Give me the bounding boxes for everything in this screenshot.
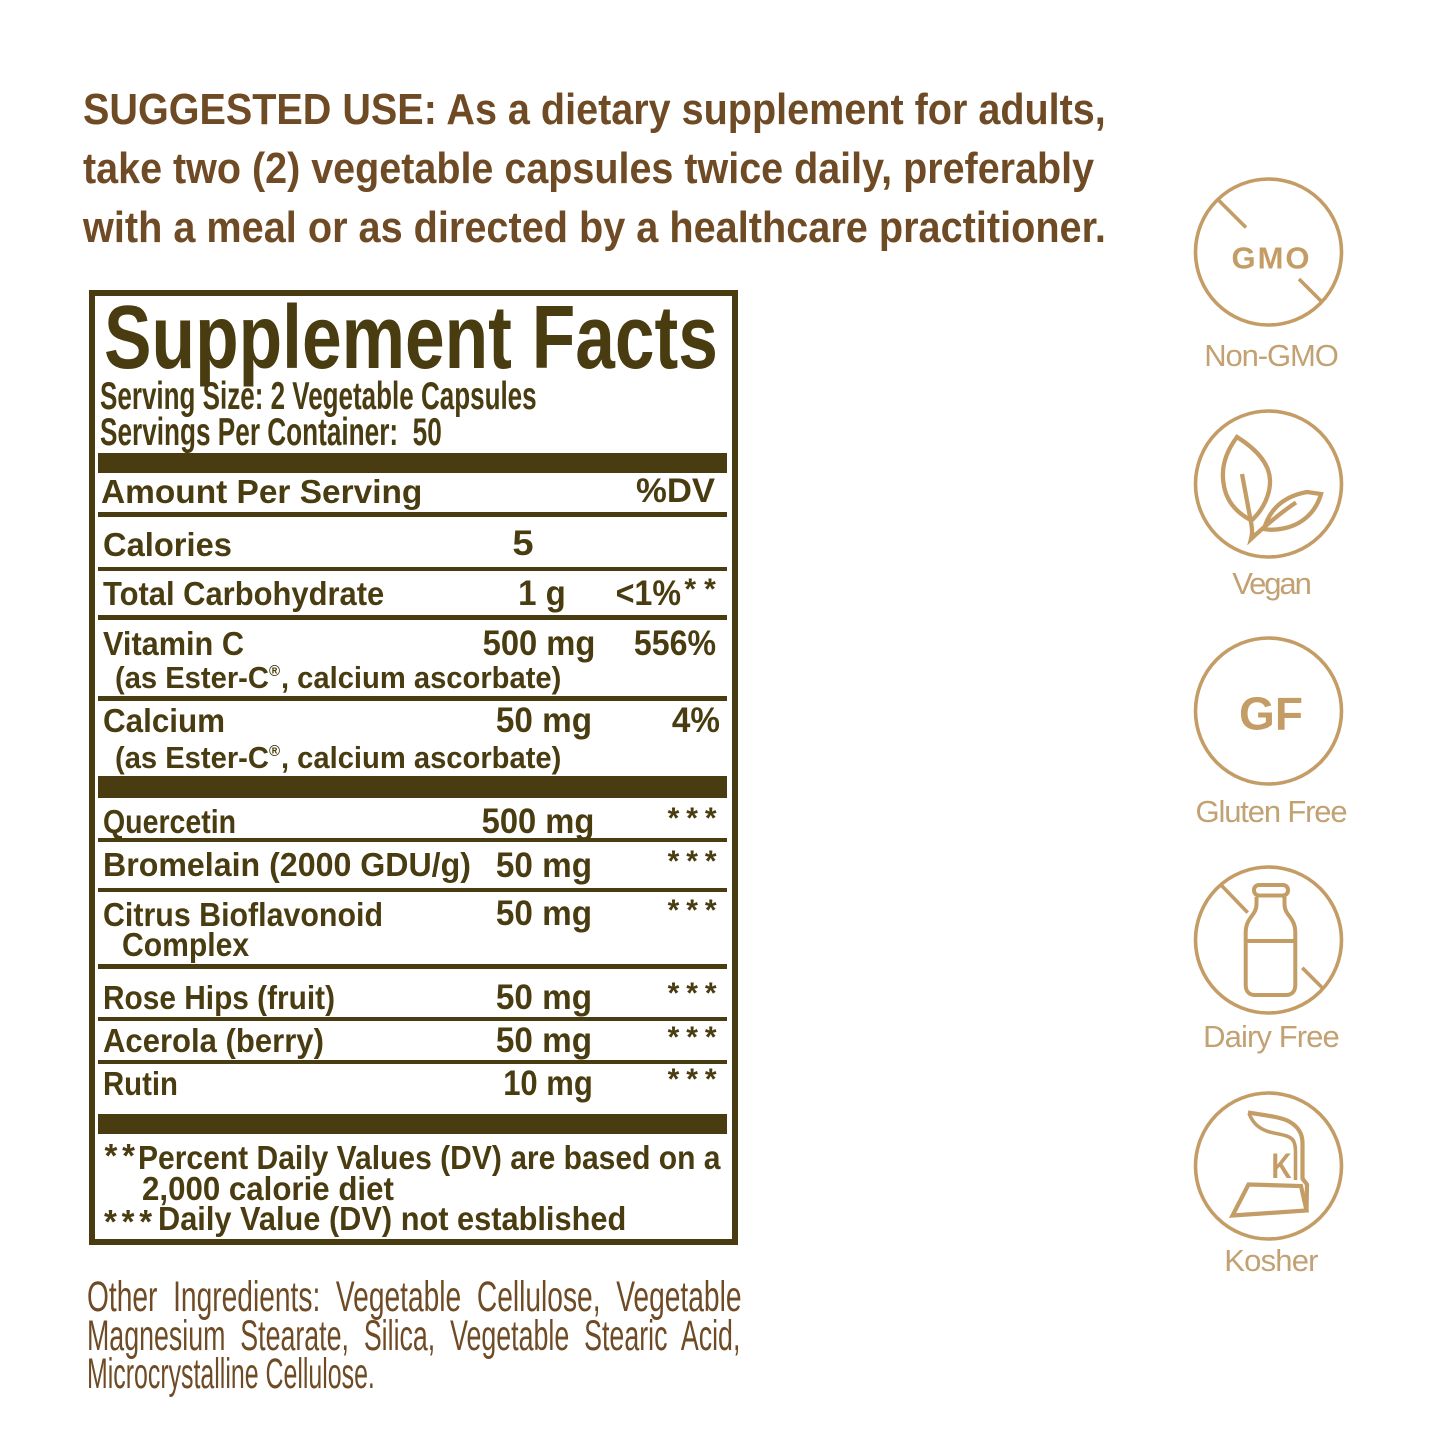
svg-text:K: K xyxy=(1271,1146,1291,1186)
svg-text:GF: GF xyxy=(1239,688,1303,740)
svg-text:GMO: GMO xyxy=(1231,241,1311,276)
